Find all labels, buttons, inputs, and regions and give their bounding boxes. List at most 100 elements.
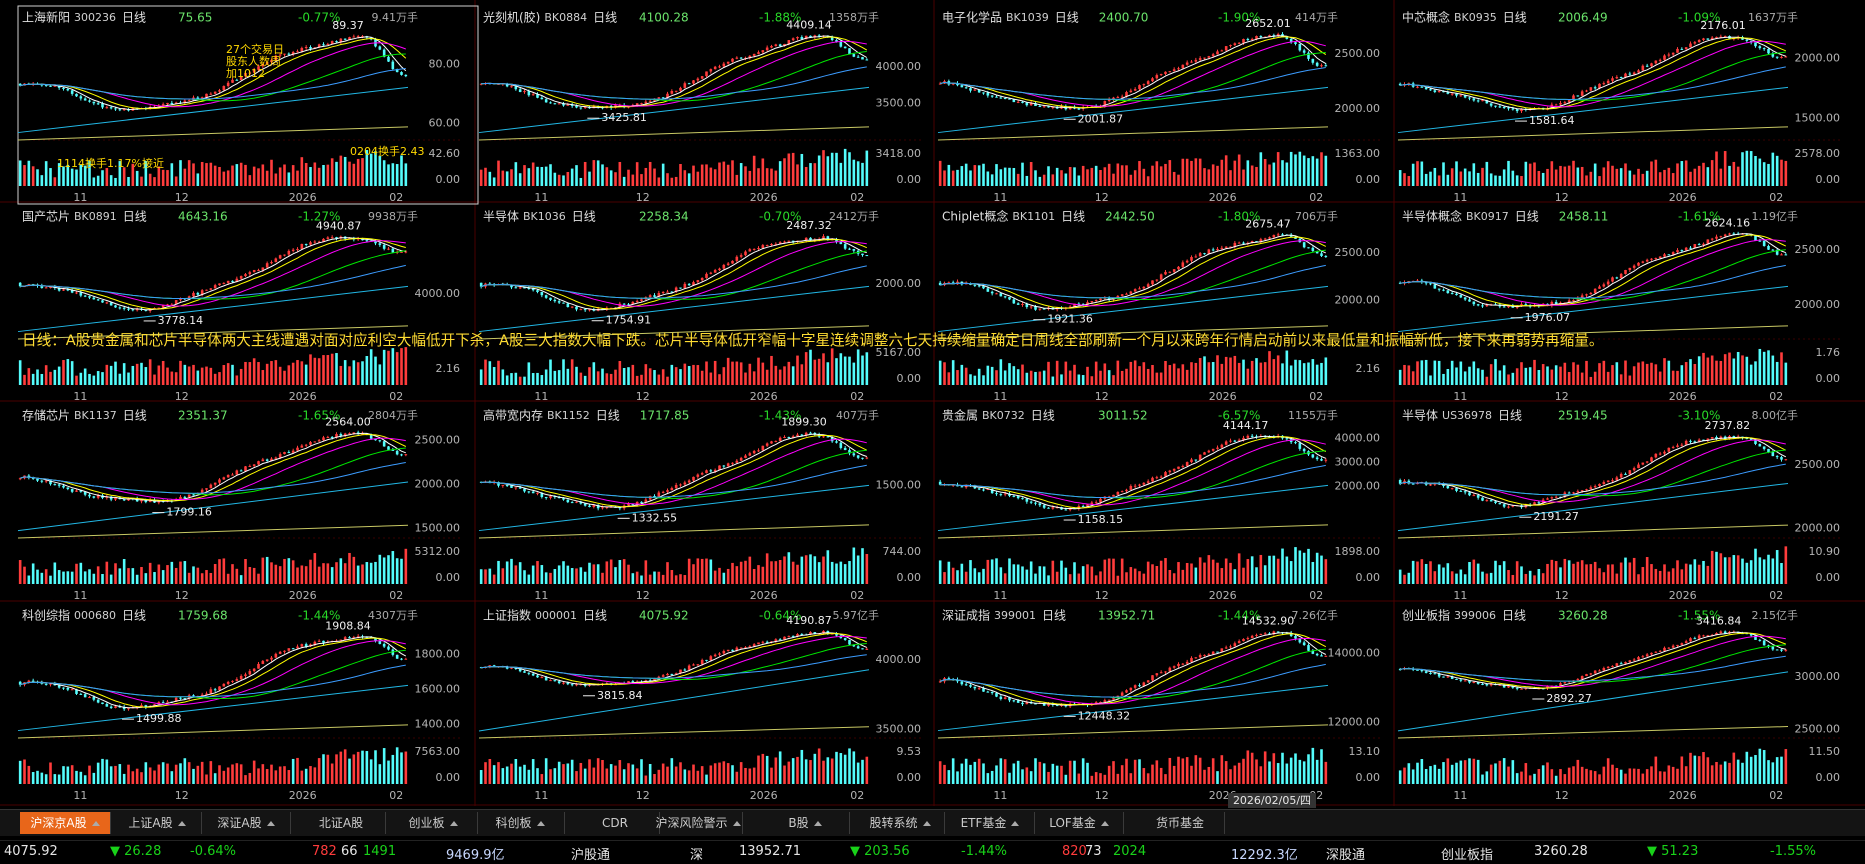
candle-body xyxy=(348,433,351,435)
volume-bar xyxy=(943,170,946,186)
candle-body xyxy=(252,269,256,273)
candle-body xyxy=(544,677,548,681)
moving-average xyxy=(20,237,406,311)
x-axis-label: 11 xyxy=(534,789,548,802)
candle-body xyxy=(213,482,217,485)
candle-body xyxy=(687,83,691,85)
volume-bar xyxy=(1116,163,1120,186)
volume-bar xyxy=(404,548,408,584)
volume: 4307万手 xyxy=(368,608,418,622)
volume-bar xyxy=(1008,363,1011,385)
volume-bar xyxy=(1676,560,1679,584)
market-tab[interactable]: 上证A股 xyxy=(113,812,202,834)
candle-body xyxy=(1120,96,1124,98)
date-tip-box xyxy=(1228,793,1316,808)
volume-bar xyxy=(1732,555,1736,584)
candle-body xyxy=(127,708,130,710)
volume-bar xyxy=(575,568,578,584)
candle-body xyxy=(1784,459,1788,461)
candle-body xyxy=(1628,660,1632,663)
candle-body xyxy=(1533,502,1536,505)
volume-bar xyxy=(1025,175,1029,186)
volume-bar xyxy=(235,568,239,584)
volume-bar xyxy=(861,548,864,584)
candle-body xyxy=(239,76,243,81)
moving-average xyxy=(20,637,407,708)
stock-name: Chiplet概念 xyxy=(942,209,1008,224)
volume-bar xyxy=(1585,360,1588,385)
volume-bar xyxy=(696,171,700,186)
moving-average xyxy=(940,464,1326,498)
candle-body xyxy=(1194,59,1198,62)
market-tab[interactable]: 货币基金 xyxy=(1136,812,1225,834)
market-tab[interactable]: LOF基金 xyxy=(1035,812,1124,834)
candle-body xyxy=(783,437,786,439)
volume-bar xyxy=(1094,165,1098,186)
tab-label: CDR xyxy=(602,816,628,830)
market-tab[interactable]: ETF基金 xyxy=(946,812,1035,834)
market-tab[interactable]: 股转系统 xyxy=(856,812,945,834)
volume-bar xyxy=(1112,173,1115,186)
status-item: 2024 xyxy=(1113,844,1147,859)
volume-bar xyxy=(1047,575,1050,584)
volume-bar xyxy=(964,163,968,186)
volume-bar xyxy=(400,155,403,186)
market-tab[interactable]: 科创板 xyxy=(476,812,565,834)
volume-bar xyxy=(1723,151,1727,186)
candle-body xyxy=(226,280,230,283)
last-price: 2458.11 xyxy=(1559,210,1609,224)
candle-body xyxy=(1684,641,1688,644)
volume-bar xyxy=(1637,574,1640,584)
volume-bar xyxy=(1667,167,1671,186)
market-tab[interactable]: CDR xyxy=(571,812,660,834)
volume-bar xyxy=(1003,573,1007,584)
volume-bar xyxy=(88,569,91,584)
candle-body xyxy=(1237,242,1241,244)
candle-body xyxy=(1671,645,1675,648)
candle-body xyxy=(1086,302,1089,305)
market-tab[interactable]: 沪深京A股 xyxy=(20,812,111,834)
volume-bar xyxy=(492,765,496,784)
volume-bar xyxy=(1611,165,1614,186)
moving-average xyxy=(940,234,1326,310)
volume-bar xyxy=(999,567,1003,584)
volume-bar xyxy=(865,553,869,584)
volume-bar xyxy=(1125,165,1128,186)
candle-body xyxy=(109,706,113,708)
market-tab[interactable]: 沪深风险警示 xyxy=(654,812,743,834)
candle-body xyxy=(1624,473,1627,475)
market-tab[interactable]: 北证A股 xyxy=(297,812,386,834)
volume-bar xyxy=(1433,764,1437,784)
candle-body xyxy=(1068,306,1072,308)
candle-body xyxy=(261,267,265,270)
volume-bar xyxy=(1437,768,1441,784)
volume-bar xyxy=(287,558,291,584)
volume-bar xyxy=(1723,761,1727,784)
market-tab[interactable]: 创业板 xyxy=(389,812,478,834)
candle-body xyxy=(1559,683,1562,687)
candle-body xyxy=(822,436,825,438)
volume-tick-label: 0.00 xyxy=(897,372,922,385)
tab-label: 创业板 xyxy=(408,816,445,830)
volume-bar xyxy=(583,375,587,385)
market-tab[interactable]: B股 xyxy=(761,812,850,834)
volume-bar xyxy=(144,367,148,385)
candle-body xyxy=(248,72,252,74)
volume-bar xyxy=(1741,152,1744,186)
market-tab[interactable]: 深证A股 xyxy=(202,812,291,834)
price-tick-label: 3500.00 xyxy=(876,722,922,735)
x-axis-label: 12 xyxy=(1095,390,1109,403)
x-axis-label: 12 xyxy=(1095,789,1109,802)
volume-bar xyxy=(1086,169,1089,186)
volume-bar xyxy=(804,555,808,584)
x-axis-label: 2026 xyxy=(1209,589,1237,602)
candle-body xyxy=(274,457,278,459)
volume-bar xyxy=(848,152,851,186)
volume-bar xyxy=(1285,162,1289,186)
candle-body xyxy=(999,293,1003,297)
volume-bar xyxy=(57,570,61,584)
candle-body xyxy=(1697,635,1701,639)
candle-body xyxy=(1311,247,1315,251)
volume-bar xyxy=(1502,561,1506,584)
volume-bar xyxy=(1689,564,1692,584)
